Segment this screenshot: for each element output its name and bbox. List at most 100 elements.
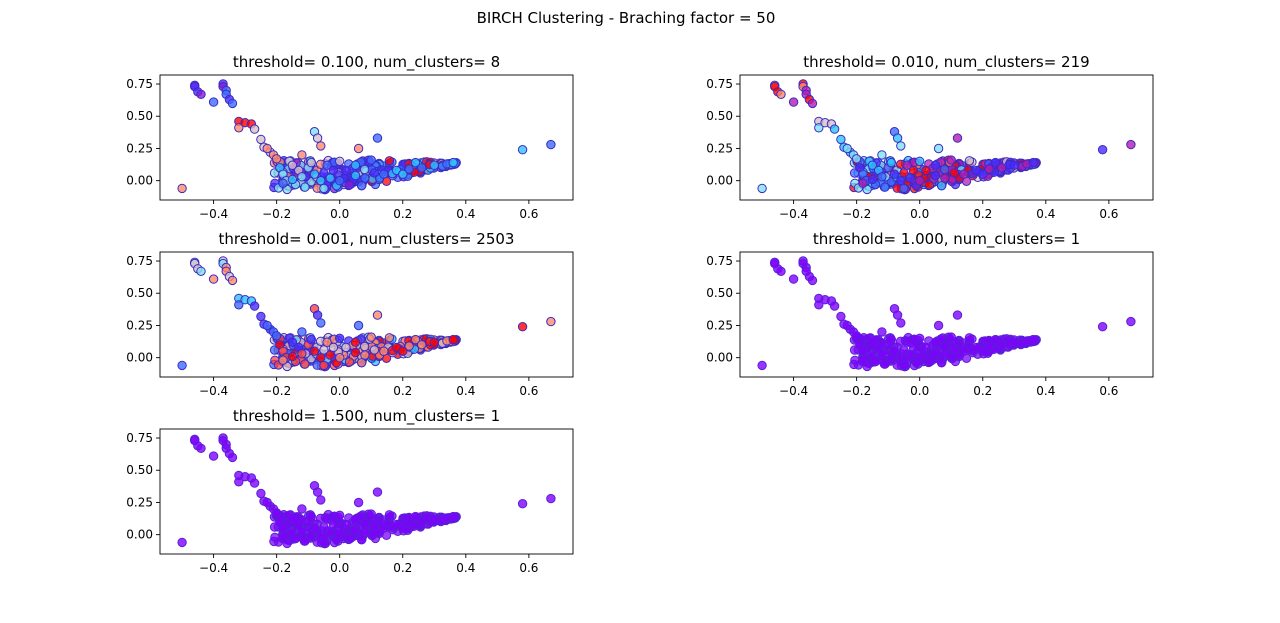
subplot-1: threshold= 0.100, num_clusters= 8 −0.4 −0.… xyxy=(126,53,574,221)
scatter-point xyxy=(208,274,219,284)
scatter-point xyxy=(410,157,421,168)
scatter-point xyxy=(877,327,887,337)
y-tick-label: 0.00 xyxy=(126,528,153,542)
subplot-4: threshold= 1.000, num_clusters= 1 −0.4 −0.… xyxy=(706,230,1154,398)
x-tick-label: 0.4 xyxy=(456,207,475,221)
scatter-point xyxy=(448,511,458,522)
scatter-point xyxy=(379,169,389,179)
scatter-point xyxy=(379,346,389,356)
scatter-point xyxy=(915,156,925,167)
scatter-point xyxy=(949,345,960,355)
scatter-point xyxy=(896,176,906,186)
subplot-title: threshold= 1.000, num_clusters= 1 xyxy=(813,230,1080,249)
scatter-point xyxy=(886,334,896,345)
scatter-point xyxy=(404,341,414,351)
subplot-title: threshold= 0.010, num_clusters= 219 xyxy=(803,53,1089,72)
scatter-point xyxy=(353,143,364,154)
scatter-point xyxy=(256,311,266,322)
scatter-point xyxy=(300,182,310,192)
scatter-point xyxy=(335,156,345,167)
scatter-point xyxy=(344,534,355,544)
scatter-point xyxy=(851,331,862,341)
scatter-point xyxy=(306,157,316,168)
scatter-point xyxy=(398,523,408,533)
scatter-point xyxy=(448,157,458,168)
x-tick-label: 0.0 xyxy=(910,207,929,221)
scatter-point xyxy=(312,133,323,143)
scatter-point xyxy=(757,360,767,371)
scatter-point xyxy=(997,340,1007,350)
x-tick-label: 0.0 xyxy=(330,207,349,221)
scatter-point xyxy=(341,342,351,353)
scatter-point xyxy=(328,519,339,530)
scatter-point xyxy=(990,157,1001,168)
scatter-point xyxy=(984,164,994,174)
scatter-point xyxy=(952,133,963,143)
scatter-point xyxy=(360,350,370,360)
scatter-point xyxy=(915,333,925,343)
scatter-point xyxy=(328,342,339,353)
scatter-point xyxy=(271,331,282,341)
scatter-point xyxy=(360,173,370,183)
scatter-point xyxy=(964,333,975,343)
scatter-point xyxy=(1009,160,1019,170)
scatter-point xyxy=(899,345,909,355)
scatter-point xyxy=(360,527,370,537)
scatter-point xyxy=(278,178,288,188)
scatter-point xyxy=(306,511,316,522)
subplot-5: threshold= 1.500, num_clusters= 1 −0.4 −0.… xyxy=(126,407,574,575)
scatter-point xyxy=(997,163,1007,173)
x-tick-label: −0.2 xyxy=(262,384,291,398)
scatter-point xyxy=(899,183,909,194)
scatter-point xyxy=(1097,145,1108,155)
scatter-point xyxy=(978,346,988,356)
scatter-point xyxy=(788,274,799,284)
scatter-point xyxy=(297,526,307,536)
scatter-point xyxy=(908,342,919,353)
scatter-point xyxy=(256,488,266,499)
x-tick-label: 0.6 xyxy=(1099,207,1118,221)
scatter-point xyxy=(836,134,846,145)
scatter-point xyxy=(858,355,868,365)
y-tick-label: 0.00 xyxy=(706,351,733,365)
scatter-point xyxy=(341,165,351,176)
subplot-2: threshold= 0.010, num_clusters= 219 −0.4 −… xyxy=(706,53,1154,221)
scatter-point xyxy=(356,181,367,191)
scatter-point xyxy=(807,98,818,109)
scatter-point xyxy=(978,169,988,179)
axes-frame xyxy=(739,251,1154,378)
x-tick-label: 0.0 xyxy=(910,384,929,398)
scatter-point xyxy=(322,514,332,524)
scatter-point xyxy=(325,350,335,360)
scatter-point xyxy=(356,535,367,545)
scatter-point xyxy=(757,183,767,194)
scatter-point xyxy=(930,337,941,347)
scatter-point xyxy=(335,333,345,343)
scatter-point xyxy=(546,316,556,327)
axes-frame xyxy=(159,428,574,555)
x-tick-label: 0.2 xyxy=(973,207,992,221)
y-tick-label: 0.50 xyxy=(126,286,153,300)
scatter-point xyxy=(369,345,380,355)
scatter-point xyxy=(319,168,329,178)
scatter-point xyxy=(946,332,956,342)
scatter-point xyxy=(1009,337,1019,347)
scatter-point xyxy=(262,320,272,331)
scatter-point xyxy=(369,168,380,178)
y-tick-label: 0.75 xyxy=(126,254,153,268)
scatter-point xyxy=(271,508,282,518)
scatter-point xyxy=(271,154,282,164)
x-tick-label: 0.2 xyxy=(973,384,992,398)
scatter-point xyxy=(208,97,219,107)
scatter-point xyxy=(234,300,244,310)
scatter-point xyxy=(335,510,345,520)
scatter-point xyxy=(952,310,963,320)
x-tick-label: 0.6 xyxy=(1099,384,1118,398)
scatter-point xyxy=(990,334,1001,345)
scatter-point xyxy=(921,342,931,353)
x-tick-label: 0.2 xyxy=(393,384,412,398)
scatter-point xyxy=(836,311,846,322)
scatter-point xyxy=(335,353,345,363)
scatter-point xyxy=(177,537,187,548)
